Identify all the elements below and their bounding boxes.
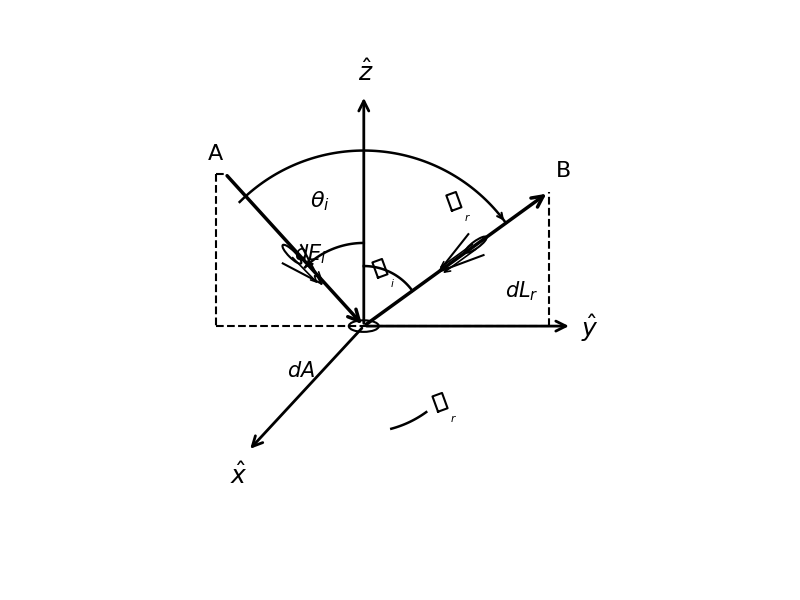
Text: $dA$: $dA$ — [287, 361, 315, 381]
Text: $_i$: $_i$ — [390, 275, 395, 290]
Text: $_r$: $_r$ — [450, 409, 458, 424]
Text: $dL_r$: $dL_r$ — [505, 280, 538, 303]
Text: $_r$: $_r$ — [464, 208, 471, 223]
Text: $\theta_i$: $\theta_i$ — [310, 190, 330, 213]
Text: $\hat{x}$: $\hat{x}$ — [230, 463, 248, 489]
Text: B: B — [555, 161, 570, 181]
Text: $\hat{y}$: $\hat{y}$ — [581, 313, 598, 344]
Text: $dE_i$: $dE_i$ — [294, 242, 327, 266]
Text: A: A — [208, 145, 223, 164]
Text: $\hat{z}$: $\hat{z}$ — [358, 59, 374, 86]
